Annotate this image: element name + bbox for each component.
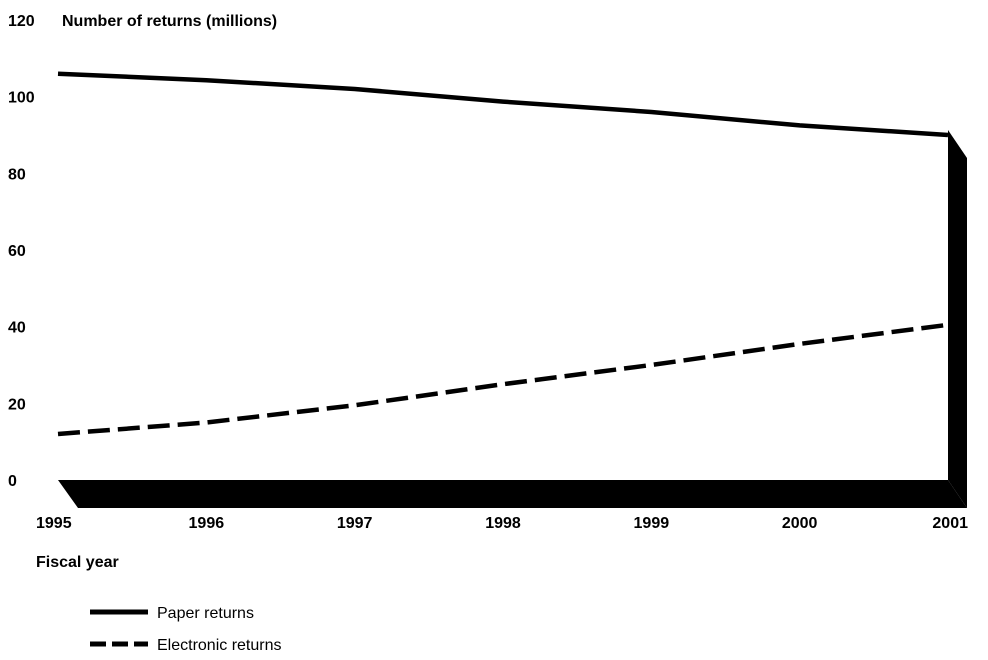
x-tick-label: 1997 xyxy=(337,515,373,532)
x-tick-label: 1996 xyxy=(189,515,225,532)
y-tick-label: 80 xyxy=(8,166,26,183)
chart-floor xyxy=(58,480,967,508)
y-tick-label: 40 xyxy=(8,320,26,337)
legend-label-electronic: Electronic returns xyxy=(157,637,282,654)
x-tick-label: 2001 xyxy=(932,515,968,532)
x-tick-label: 2000 xyxy=(782,515,818,532)
x-tick-label: 1995 xyxy=(36,515,72,532)
x-tick-label: 1998 xyxy=(485,515,521,532)
y-tick-label: 0 xyxy=(8,473,17,490)
y-tick-label: 120 xyxy=(8,13,35,30)
chart-right-wall xyxy=(948,130,967,508)
x-tick-label: 1999 xyxy=(634,515,670,532)
y-tick-label: 100 xyxy=(8,90,35,107)
series-line-paper xyxy=(57,71,949,138)
x-axis-label: Fiscal year xyxy=(36,554,119,571)
chart-title: Number of returns (millions) xyxy=(62,13,277,30)
y-tick-label: 60 xyxy=(8,243,26,260)
series-line-electronic xyxy=(57,322,949,437)
legend-label-paper: Paper returns xyxy=(157,605,254,622)
y-tick-label: 20 xyxy=(8,396,26,413)
legend: Paper returns Electronic returns xyxy=(90,605,282,654)
series-lines xyxy=(57,71,949,437)
x-axis-ticks: 1995 1996 1997 1998 1999 2000 2001 xyxy=(36,515,968,532)
y-axis-ticks: 0 20 40 60 80 100 120 xyxy=(8,13,35,490)
